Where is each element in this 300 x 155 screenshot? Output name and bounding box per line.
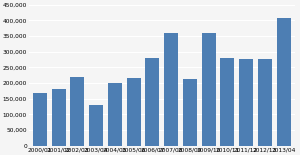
- Bar: [127, 78, 141, 146]
- Bar: [70, 78, 84, 146]
- Bar: [145, 58, 159, 146]
- Bar: [277, 18, 291, 146]
- Bar: [164, 33, 178, 146]
- Bar: [183, 79, 197, 146]
- Bar: [52, 89, 66, 146]
- Bar: [108, 82, 122, 146]
- Bar: [89, 105, 103, 146]
- Bar: [258, 59, 272, 146]
- Bar: [220, 58, 234, 146]
- Bar: [33, 93, 47, 146]
- Bar: [239, 59, 253, 146]
- Bar: [202, 33, 216, 146]
